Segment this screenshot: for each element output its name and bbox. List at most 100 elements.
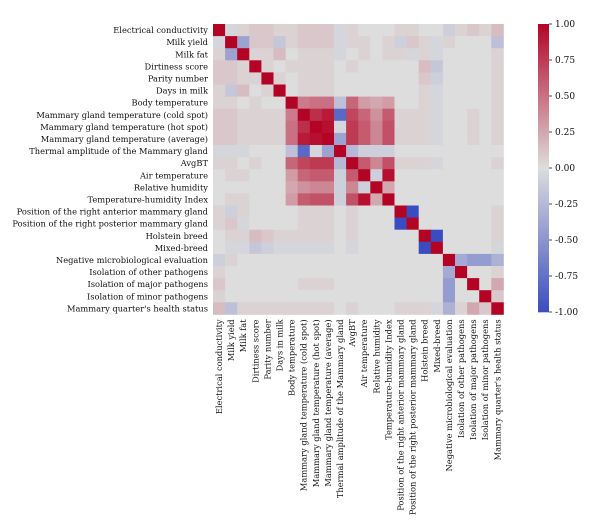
heatmap-cell bbox=[297, 145, 311, 158]
heatmap-cell bbox=[370, 72, 383, 85]
heatmap-cell bbox=[285, 241, 299, 255]
colorbar-segment bbox=[538, 84, 549, 87]
heatmap-cell bbox=[358, 36, 371, 49]
heatmap-cell bbox=[321, 217, 335, 231]
heatmap-cell bbox=[491, 145, 504, 158]
heatmap-cell bbox=[406, 205, 420, 218]
heatmap-cell bbox=[309, 36, 323, 49]
colorbar-tick-label: -0.50 bbox=[555, 236, 578, 246]
heatmap-cell bbox=[249, 84, 262, 97]
heatmap-cell bbox=[249, 302, 262, 315]
x-tick-label: Body temperature bbox=[287, 319, 297, 396]
colorbar-tick-label: -1.00 bbox=[555, 308, 578, 318]
heatmap-cell bbox=[418, 290, 432, 303]
heatmap-cell bbox=[394, 217, 407, 231]
heatmap-cell bbox=[479, 72, 492, 85]
heatmap-cell bbox=[479, 120, 492, 134]
heatmap-cell bbox=[237, 266, 250, 279]
heatmap-cell bbox=[491, 108, 504, 122]
colorbar-segment bbox=[538, 117, 549, 121]
colorbar-segment bbox=[538, 67, 549, 70]
heatmap-cell bbox=[491, 48, 504, 61]
heatmap-cell bbox=[418, 48, 432, 61]
heatmap-cell bbox=[273, 132, 286, 146]
heatmap-cell bbox=[394, 36, 407, 49]
heatmap-cell bbox=[467, 217, 480, 231]
heatmap-cell bbox=[418, 108, 432, 122]
colorbar-segment bbox=[538, 160, 549, 164]
heatmap-cell bbox=[297, 278, 311, 291]
heatmap-cell bbox=[309, 157, 323, 170]
heatmap-cell bbox=[309, 48, 323, 61]
heatmap-cell bbox=[491, 132, 504, 146]
heatmap-cell bbox=[394, 96, 407, 110]
heatmap-cell bbox=[358, 290, 371, 303]
heatmap-cell bbox=[334, 24, 347, 37]
heatmap-cell bbox=[467, 96, 480, 110]
heatmap-cell bbox=[237, 278, 250, 291]
heatmap-cell bbox=[418, 96, 432, 110]
heatmap-cell bbox=[321, 266, 335, 279]
heatmap-cell bbox=[346, 253, 359, 267]
heatmap-cell bbox=[370, 253, 383, 267]
heatmap-cell bbox=[479, 132, 492, 146]
heatmap-cell bbox=[285, 120, 299, 134]
colorbar-segment bbox=[538, 31, 549, 34]
heatmap-cell bbox=[213, 108, 226, 122]
colorbar-segment bbox=[538, 122, 549, 126]
heatmap-cell bbox=[334, 193, 347, 206]
heatmap-cell bbox=[418, 302, 432, 315]
heatmap-cell bbox=[285, 205, 299, 218]
heatmap-cell bbox=[225, 181, 238, 194]
heatmap-cell bbox=[346, 302, 359, 315]
colorbar-segment bbox=[538, 280, 549, 284]
colorbar-segment bbox=[538, 242, 549, 246]
heatmap-cell bbox=[430, 290, 444, 303]
heatmap-cell bbox=[309, 302, 323, 315]
heatmap-cell bbox=[430, 241, 444, 255]
heatmap-cell bbox=[225, 266, 238, 279]
heatmap-cell bbox=[406, 84, 420, 97]
colorbar-segment bbox=[538, 129, 549, 133]
heatmap-cell bbox=[297, 48, 311, 61]
heatmap-cell bbox=[334, 241, 347, 255]
heatmap-cell bbox=[309, 278, 323, 291]
heatmap-cell bbox=[346, 217, 359, 231]
heatmap-cell bbox=[442, 290, 456, 303]
heatmap-cell bbox=[455, 253, 468, 267]
heatmap-cell bbox=[394, 157, 407, 170]
heatmap-cell bbox=[297, 120, 311, 134]
heatmap-cell bbox=[321, 193, 335, 206]
heatmap-cell bbox=[237, 229, 250, 243]
colorbar-segment bbox=[538, 91, 549, 94]
heatmap-cell bbox=[273, 217, 286, 231]
heatmap-cell bbox=[334, 302, 347, 315]
heatmap-cell bbox=[273, 302, 286, 315]
heatmap-cell bbox=[213, 169, 226, 182]
heatmap-cell bbox=[455, 181, 468, 194]
heatmap-cell bbox=[297, 60, 311, 73]
heatmap-cell bbox=[491, 302, 504, 315]
y-tick-label: Thermal amplitude of the Mammary gland bbox=[29, 146, 208, 156]
x-tick-label: Position of the right anterior mammary g… bbox=[396, 319, 406, 511]
heatmap-cell bbox=[334, 60, 347, 73]
heatmap-cell bbox=[382, 145, 395, 158]
heatmap-cell bbox=[479, 108, 492, 122]
heatmap-cell bbox=[370, 278, 383, 291]
heatmap-cell bbox=[225, 302, 238, 315]
y-tick-label: Electrical conductivity bbox=[113, 25, 208, 35]
y-tick-label: Days in milk bbox=[156, 86, 209, 96]
heatmap-cell bbox=[261, 302, 274, 315]
heatmap-cell bbox=[346, 84, 359, 97]
heatmap-cell bbox=[382, 132, 395, 146]
colorbar-segment bbox=[538, 276, 549, 279]
heatmap-cell bbox=[418, 205, 432, 218]
heatmap-cell bbox=[358, 278, 371, 291]
heatmap-cell bbox=[285, 278, 299, 291]
heatmap-cell bbox=[491, 253, 504, 267]
x-tick-label: Mammary quarter's health status bbox=[492, 319, 502, 460]
y-tick-label: Relative humidity bbox=[134, 182, 208, 192]
heatmap-cell bbox=[346, 48, 359, 61]
heatmap-cell bbox=[309, 60, 323, 73]
heatmap-cell bbox=[249, 229, 262, 243]
